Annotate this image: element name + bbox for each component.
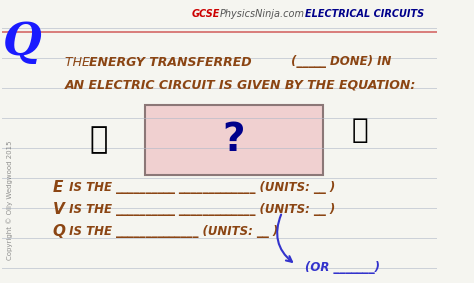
Text: (OR _______): (OR _______) [305, 261, 380, 275]
Text: ELECTRICAL CIRCUITS: ELECTRICAL CIRCUITS [305, 9, 424, 19]
Text: 💡: 💡 [90, 125, 108, 155]
Text: E: E [53, 181, 63, 196]
Text: IS THE __________ _____________ (UNITS: __ ): IS THE __________ _____________ (UNITS: … [65, 203, 335, 216]
Text: ENERGY TRANSFERRED: ENERGY TRANSFERRED [90, 55, 252, 68]
Text: 💨: 💨 [352, 116, 368, 144]
Text: AN ELECTRIC CIRCUIT IS GIVEN BY THE EQUATION:: AN ELECTRIC CIRCUIT IS GIVEN BY THE EQUA… [65, 78, 416, 91]
Text: GCSE: GCSE [191, 9, 220, 19]
Text: THE: THE [65, 55, 93, 68]
Text: V: V [53, 203, 64, 218]
Text: Q: Q [53, 224, 66, 239]
FancyBboxPatch shape [145, 105, 323, 175]
Text: Q: Q [3, 20, 42, 63]
Text: IS THE __________ _____________ (UNITS: __ ): IS THE __________ _____________ (UNITS: … [65, 181, 335, 194]
Text: IS THE ______________ (UNITS: __ ): IS THE ______________ (UNITS: __ ) [65, 226, 278, 239]
Text: (_____ DONE) IN: (_____ DONE) IN [287, 55, 391, 68]
Text: PhysicsNinja.com: PhysicsNinja.com [220, 9, 305, 19]
Text: ?: ? [223, 121, 245, 159]
Text: Copyright © Olly Wedgwood 2015: Copyright © Olly Wedgwood 2015 [6, 140, 13, 260]
